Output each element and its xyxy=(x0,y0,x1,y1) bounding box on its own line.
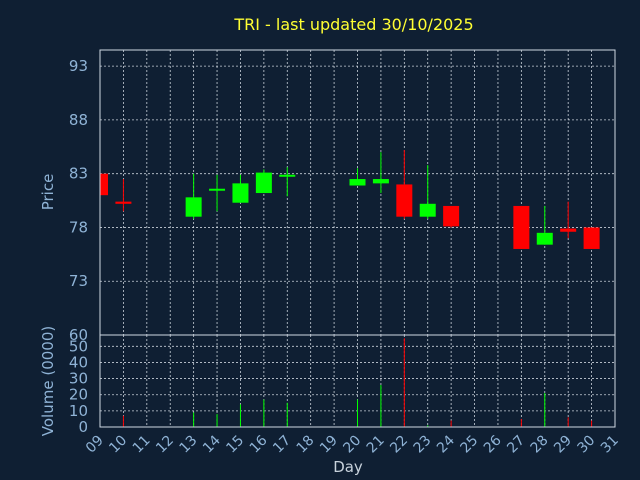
candle-body xyxy=(536,232,553,245)
x-tick-label: 27 xyxy=(504,433,528,457)
x-ticks: 09 10 11 12 13 14 15 16 17 18 19 20 21 22 23 24 25 26 27 28… xyxy=(83,432,622,456)
x-tick-label: 09 xyxy=(83,433,107,457)
x-tick-label: 24 xyxy=(434,432,458,456)
candle-body xyxy=(279,174,296,177)
x-tick-label: 28 xyxy=(528,433,552,457)
candle-body xyxy=(185,197,202,217)
price-tick-label: 83 xyxy=(69,165,88,183)
candle-body xyxy=(583,227,600,249)
x-tick-label: 14 xyxy=(200,432,224,456)
volume-tick-label: 20 xyxy=(69,386,88,404)
x-tick-label: 15 xyxy=(223,433,247,457)
volume-tick-label: 10 xyxy=(69,402,88,420)
candle-body xyxy=(209,188,226,191)
volume-panel-frame xyxy=(99,334,616,428)
price-axis-label: Price xyxy=(39,174,57,211)
x-tick-label: 31 xyxy=(598,433,622,457)
volume-tick-label: 30 xyxy=(69,370,88,388)
price-tick-label-bottom: 60 xyxy=(69,326,88,344)
candle-body xyxy=(443,205,460,227)
x-tick-label: 30 xyxy=(574,433,598,457)
chart-title: TRI - last updated 30/10/2025 xyxy=(233,15,473,34)
x-tick-label: 17 xyxy=(270,433,294,457)
x-tick-label: 25 xyxy=(457,433,481,457)
candle-body xyxy=(419,203,436,217)
x-tick-label: 13 xyxy=(177,433,201,457)
candle-body xyxy=(115,201,132,204)
price-tick-label: 88 xyxy=(69,111,88,129)
x-tick-label: 21 xyxy=(364,433,388,457)
candle-body xyxy=(255,172,272,194)
candle-body xyxy=(100,173,108,196)
x-tick-label: 10 xyxy=(106,433,130,457)
candle-body xyxy=(560,228,577,232)
candle-body xyxy=(513,205,530,249)
x-tick-label: 20 xyxy=(340,433,364,457)
price-tick-label: 78 xyxy=(69,218,88,236)
volume-tick-label: 40 xyxy=(69,353,88,371)
price-grid xyxy=(100,50,615,335)
candle-body xyxy=(349,179,366,186)
x-tick-label: 23 xyxy=(411,433,435,457)
x-tick-label: 11 xyxy=(130,433,154,457)
price-y-ticks: 93 88 83 78 73 60 xyxy=(69,57,88,344)
candles-layer xyxy=(99,150,600,249)
candle-body xyxy=(372,179,389,184)
x-tick-label: 12 xyxy=(153,433,177,457)
volume-tick-label: 0 xyxy=(78,418,88,436)
candle-body xyxy=(396,184,413,217)
x-tick-label: 18 xyxy=(294,433,318,457)
volume-layer xyxy=(122,338,593,427)
x-tick-label: 29 xyxy=(551,433,575,457)
x-axis-label: Day xyxy=(333,458,363,476)
price-tick-label: 73 xyxy=(69,272,88,290)
x-tick-label: 19 xyxy=(317,433,341,457)
price-panel-frame xyxy=(99,49,616,336)
x-tick-label: 26 xyxy=(481,432,505,456)
candle-body xyxy=(232,183,249,203)
volume-tick-label: 50 xyxy=(69,337,88,355)
x-tick-label: 22 xyxy=(387,433,411,457)
x-tick-label: 16 xyxy=(247,432,271,456)
price-tick-label: 93 xyxy=(69,57,88,75)
volume-axis-label: Volume (0000) xyxy=(39,326,57,436)
